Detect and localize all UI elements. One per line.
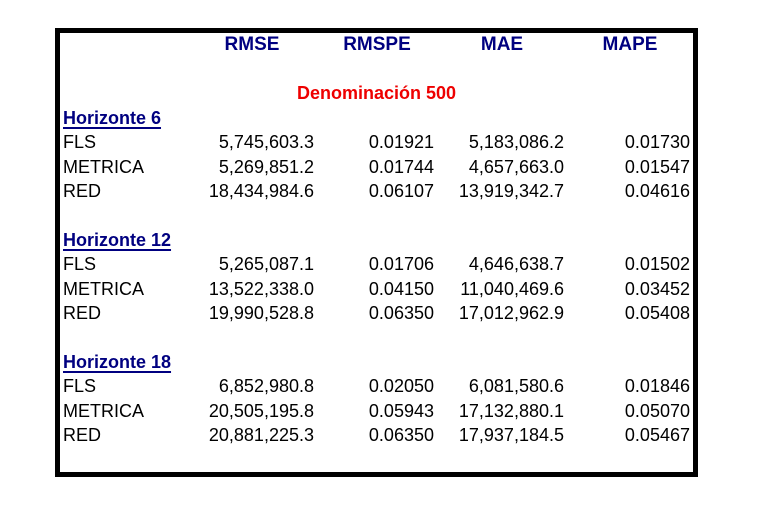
cell-rmse: 13,522,338.0 (208, 278, 314, 299)
cell-mape: 0.01846 (624, 376, 690, 397)
cell-rmspe: 0.01744 (368, 156, 434, 177)
row-label: METRICA (63, 156, 144, 177)
cell-rmspe: 0.06107 (368, 181, 434, 202)
corner-cell (60, 33, 187, 57)
cell-mae: 4,646,638.7 (468, 254, 564, 275)
cell-mape: 0.05408 (624, 302, 690, 323)
cell-rmspe: 0.04150 (368, 278, 434, 299)
cell-mape: 0.01547 (624, 156, 690, 177)
cell-mae: 5,183,086.2 (468, 132, 564, 153)
cell-rmse: 20,505,195.8 (208, 400, 314, 421)
column-header-rmse: RMSE (224, 34, 280, 56)
cell-rmse: 5,265,087.1 (218, 254, 314, 275)
metrics-grid: RMSE RMSPE MAE MAPE Denominación 500 Hor… (60, 33, 693, 448)
cell-rmse: 18,434,984.6 (208, 181, 314, 202)
cell-rmspe: 0.01706 (368, 254, 434, 275)
column-header-mae: MAE (480, 34, 524, 56)
cell-rmspe: 0.06350 (368, 424, 434, 445)
section-heading-horizonte-18: Horizonte 18 (63, 351, 172, 372)
column-header-mape: MAPE (602, 34, 658, 56)
cell-mape: 0.01502 (624, 254, 690, 275)
table-title: Denominación 500 (296, 83, 457, 104)
cell-mae: 17,132,880.1 (458, 400, 564, 421)
row-label: RED (63, 424, 102, 445)
section-heading-horizonte-12: Horizonte 12 (63, 229, 172, 250)
cell-mae: 17,012,962.9 (458, 302, 564, 323)
row-label: METRICA (63, 278, 144, 299)
cell-rmspe: 0.06350 (368, 302, 434, 323)
cell-mae: 11,040,469.6 (460, 278, 564, 299)
row-label: METRICA (63, 400, 144, 421)
cell-rmse: 6,852,980.8 (218, 376, 314, 397)
cell-rmse: 5,745,603.3 (218, 132, 314, 153)
row-label: FLS (63, 376, 97, 397)
row-label: RED (63, 181, 102, 202)
cell-rmse: 19,990,528.8 (208, 302, 314, 323)
cell-mae: 17,937,184.5 (458, 424, 564, 445)
cell-rmspe: 0.05943 (368, 400, 434, 421)
cell-mape: 0.01730 (624, 132, 690, 153)
cell-mae: 6,081,580.6 (468, 376, 564, 397)
cell-rmspe: 0.01921 (368, 132, 434, 153)
section-heading-horizonte-6: Horizonte 6 (63, 107, 162, 128)
spacer-row (60, 326, 693, 350)
spacer-row (60, 204, 693, 228)
cell-rmse: 20,881,225.3 (208, 424, 314, 445)
row-label: RED (63, 302, 102, 323)
cell-mape: 0.03452 (624, 278, 690, 299)
metrics-table: RMSE RMSPE MAE MAPE Denominación 500 Hor… (55, 28, 698, 477)
row-label: FLS (63, 254, 97, 275)
spacer-row (60, 57, 693, 81)
cell-mape: 0.05070 (624, 400, 690, 421)
column-header-rmspe: RMSPE (343, 34, 411, 56)
cell-mae: 13,919,342.7 (458, 181, 564, 202)
row-label: FLS (63, 132, 97, 153)
cell-mape: 0.04616 (624, 181, 690, 202)
cell-rmspe: 0.02050 (368, 376, 434, 397)
cell-rmse: 5,269,851.2 (218, 156, 314, 177)
cell-mape: 0.05467 (624, 424, 690, 445)
cell-mae: 4,657,663.0 (468, 156, 564, 177)
